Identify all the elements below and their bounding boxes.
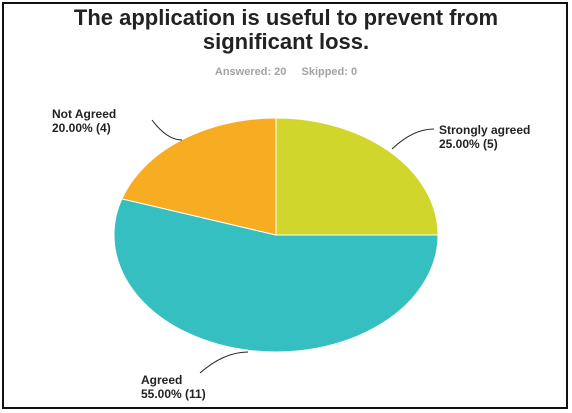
answered-count: Answered: 20 [214, 66, 287, 78]
leader-line-not-agreed [151, 119, 183, 141]
slice-value-agreed: 55.00% (11) [141, 387, 206, 401]
skipped-count: Skipped: 0 [301, 66, 358, 78]
chart-title: The application is useful to prevent fro… [0, 6, 572, 54]
slice-label-strongly-agreed: Strongly agreed [439, 123, 530, 137]
slice-value-strongly-agreed: 25.00% (5) [439, 137, 498, 151]
chart-title-line-1: The application is useful to prevent fro… [73, 5, 499, 30]
chart-title-line-2: significant loss. [202, 29, 370, 54]
pie-slice-strongly-agreed [275, 117, 439, 236]
leader-lines [151, 119, 435, 374]
pie-slice-agreed [113, 198, 439, 353]
slice-label-not-agreed: Not Agreed [52, 107, 116, 121]
slice-value-not-agreed: 20.00% (4) [52, 121, 111, 135]
slice-label-agreed: Agreed [141, 373, 182, 387]
leader-line-agreed [199, 351, 249, 374]
pie-slices [113, 117, 439, 353]
leader-line-strongly-agreed [391, 128, 435, 150]
response-summary: Answered: 20 Skipped: 0 [0, 66, 572, 78]
